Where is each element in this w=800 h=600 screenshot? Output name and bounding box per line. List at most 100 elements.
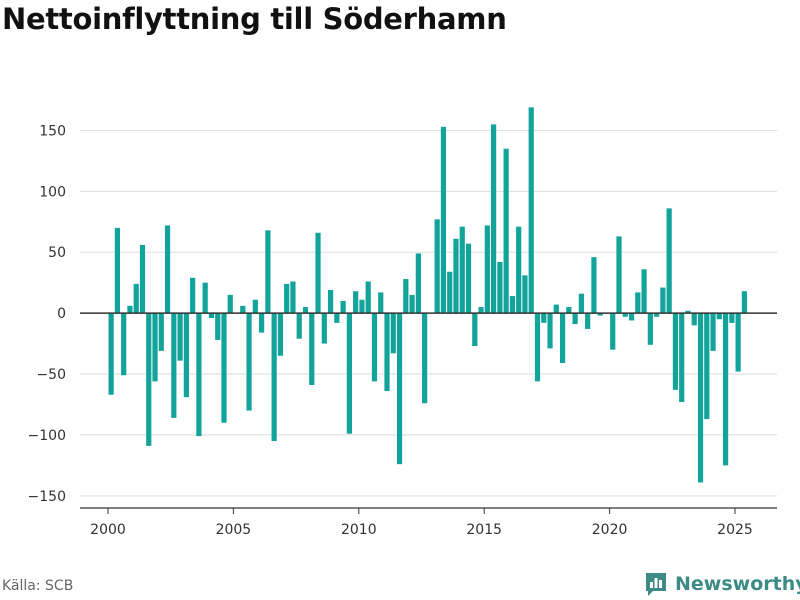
- bar: [296, 313, 302, 339]
- bar: [478, 307, 484, 314]
- bar: [114, 227, 121, 314]
- bar: [146, 313, 152, 446]
- bar: [654, 313, 660, 317]
- bar: [371, 313, 378, 382]
- bar: [359, 299, 365, 314]
- bar: [365, 281, 371, 314]
- bar: [321, 313, 327, 344]
- bar: [240, 305, 246, 314]
- bar: [534, 313, 541, 382]
- bar: [171, 313, 177, 418]
- bar: [327, 289, 334, 314]
- y-tick-label: 100: [39, 184, 66, 200]
- bar: [716, 313, 722, 320]
- bar: [259, 313, 265, 333]
- bar: [277, 313, 284, 356]
- bar: [453, 238, 459, 314]
- y-tick-label: −150: [28, 489, 66, 505]
- bar: [509, 296, 516, 314]
- bar: [403, 279, 409, 314]
- bar: [685, 310, 691, 314]
- bar: [472, 313, 478, 347]
- bar: [208, 313, 215, 318]
- bar: [597, 313, 603, 316]
- bar: [384, 313, 390, 392]
- bar: [415, 253, 421, 314]
- x-tick-label: 2005: [216, 522, 252, 538]
- bar: [302, 307, 309, 314]
- bar: [528, 107, 534, 314]
- y-tick-label: −100: [28, 428, 66, 444]
- bar: [704, 313, 710, 420]
- bar: [497, 261, 503, 314]
- bar: [566, 307, 572, 314]
- bar: [666, 208, 672, 314]
- y-tick-label: 150: [39, 123, 66, 139]
- bar: [729, 313, 735, 323]
- bar: [516, 226, 522, 314]
- bar: [227, 294, 233, 314]
- bar: [309, 313, 315, 385]
- bar: [641, 269, 647, 314]
- bar: [434, 219, 440, 314]
- bar: [647, 313, 653, 345]
- bar: [177, 313, 183, 361]
- bar: [491, 124, 497, 314]
- bar: [741, 291, 747, 314]
- y-axis-ticks: 150 100 50 0 −50 −100 −150: [28, 123, 66, 504]
- bar: [585, 313, 591, 329]
- bar: [622, 313, 628, 317]
- bar: [108, 313, 114, 395]
- bar: [396, 313, 403, 465]
- bar: [722, 313, 729, 466]
- bar: [635, 292, 641, 314]
- bar: [547, 313, 553, 349]
- bar: [559, 313, 566, 364]
- bar: [610, 313, 616, 350]
- bar: [378, 292, 384, 314]
- brand-name: Newsworthy: [675, 573, 800, 595]
- bars: [108, 107, 747, 483]
- bar: [578, 293, 584, 314]
- bar: [628, 313, 635, 321]
- bar: [697, 313, 704, 483]
- x-tick-label: 2015: [466, 522, 502, 538]
- bar: [334, 313, 340, 323]
- bar: [265, 230, 271, 314]
- bar: [158, 313, 164, 351]
- bar: [484, 225, 490, 314]
- bar: [440, 126, 447, 314]
- bar: [127, 305, 133, 314]
- bar: [390, 313, 396, 354]
- bar: [679, 313, 685, 403]
- bar: [572, 313, 578, 325]
- bar: [522, 275, 528, 314]
- bar: [422, 313, 428, 404]
- bar: [459, 226, 465, 314]
- bar: [409, 294, 415, 314]
- bar: [691, 313, 697, 326]
- bar: [202, 282, 208, 314]
- bar: [133, 283, 139, 314]
- bar: [346, 313, 352, 434]
- bar: [503, 148, 509, 314]
- bar: [190, 277, 196, 314]
- bar: [183, 313, 189, 398]
- bar: [616, 236, 622, 314]
- bar: [164, 225, 171, 314]
- y-tick-label: 0: [57, 306, 66, 322]
- bar: [271, 313, 277, 442]
- x-axis-ticks: 2000 2005 2010 2015 2020 2025: [90, 508, 753, 538]
- bar: [353, 291, 359, 314]
- bar: [152, 313, 158, 382]
- x-tick-label: 2000: [90, 522, 126, 538]
- bar: [553, 304, 559, 314]
- bar: [541, 313, 547, 323]
- bar: [221, 313, 227, 423]
- bar: [121, 313, 127, 376]
- y-tick-label: 50: [48, 245, 66, 261]
- bar: [591, 257, 597, 314]
- x-tick-label: 2010: [341, 522, 377, 538]
- newsworthy-logo-icon: [646, 573, 666, 596]
